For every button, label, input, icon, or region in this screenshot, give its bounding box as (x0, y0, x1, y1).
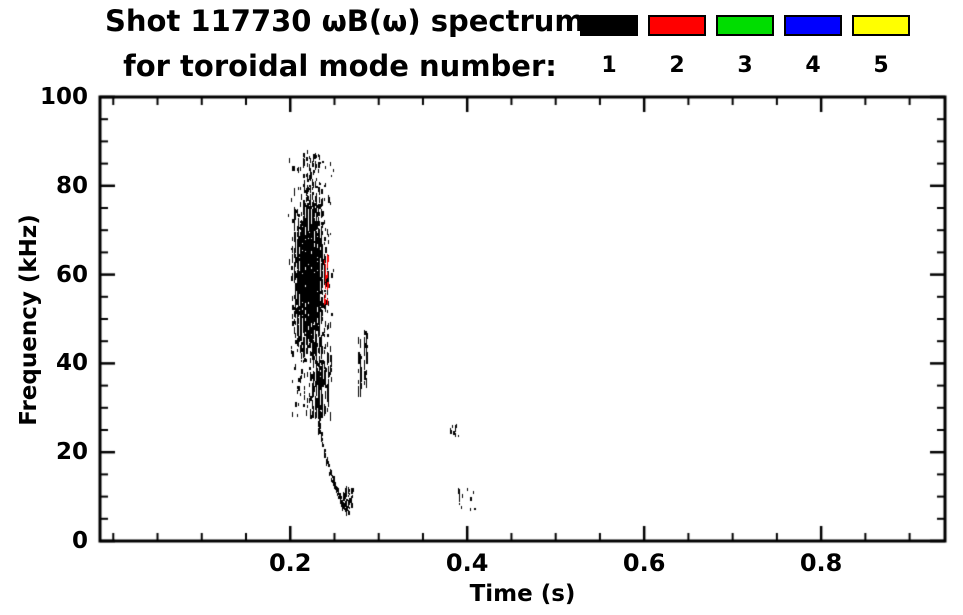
legend-label-n3: 3 (737, 53, 753, 78)
legend-box-n1 (580, 15, 638, 36)
chart-title-line1: Shot 117730 ωB(ω) spectrum (105, 4, 585, 38)
x-tick-label-0.4: 0.4 (445, 549, 489, 577)
y-tick-label-20: 20 (55, 439, 88, 466)
x-tick-label-0.6: 0.6 (622, 549, 666, 577)
y-tick-label-60: 60 (55, 261, 88, 288)
chart-title-line2: for toroidal mode number: (123, 49, 557, 83)
legend-box-n3 (716, 15, 774, 36)
y-tick-label-40: 40 (55, 350, 88, 377)
y-axis-title: Frequency (kHz) (16, 214, 42, 426)
legend-box-n2 (648, 15, 706, 36)
x-tick-label-0.2: 0.2 (268, 549, 312, 577)
x-axis-title: Time (s) (469, 581, 576, 607)
legend-label-n2: 2 (669, 53, 685, 78)
legend-box-n4 (784, 15, 842, 36)
y-tick-label-80: 80 (55, 172, 88, 199)
legend-box-n5 (852, 15, 910, 36)
legend-color-boxes (580, 15, 910, 36)
y-tick-label-0: 0 (71, 528, 88, 554)
legend-mode-numbers: 1 2 3 4 5 (580, 53, 910, 78)
legend-label-n4: 4 (805, 53, 821, 78)
x-tick-label-0.8: 0.8 (799, 549, 843, 577)
legend-label-n5: 5 (873, 53, 889, 78)
legend-label-n1: 1 (601, 53, 617, 78)
y-tick-label-100: 100 (39, 84, 88, 110)
